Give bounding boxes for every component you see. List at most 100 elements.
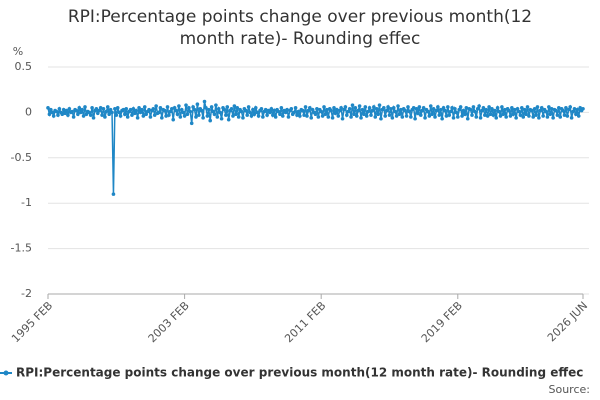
- point: [366, 109, 370, 114]
- point: [280, 114, 285, 118]
- point: [451, 116, 456, 120]
- point: [440, 116, 444, 121]
- point: [192, 107, 197, 112]
- point: [538, 108, 543, 113]
- point: [525, 105, 530, 109]
- point: [471, 105, 476, 109]
- point: [225, 105, 230, 109]
- point: [305, 114, 309, 118]
- x-tick-label: 2003 FEB: [146, 299, 192, 345]
- point: [478, 116, 483, 120]
- point: [91, 116, 96, 120]
- point: [261, 115, 265, 119]
- point: [239, 109, 244, 114]
- point: [98, 106, 103, 110]
- point: [367, 106, 372, 110]
- point: [495, 106, 500, 110]
- point: [376, 112, 380, 117]
- point: [63, 111, 67, 116]
- point: [152, 113, 157, 117]
- point: [362, 112, 366, 117]
- point: [104, 109, 109, 114]
- point: [465, 116, 470, 121]
- point: [309, 116, 314, 120]
- point: [555, 113, 560, 117]
- point: [504, 115, 508, 119]
- point: [409, 115, 413, 119]
- point: [87, 110, 92, 115]
- point: [199, 108, 204, 113]
- point: [107, 112, 111, 117]
- y-tick-label: -1: [21, 196, 32, 209]
- point: [512, 107, 517, 112]
- point: [508, 114, 513, 118]
- point: [333, 111, 338, 116]
- point: [349, 115, 353, 119]
- point: [548, 112, 553, 117]
- x-tick-label: 2019 FEB: [419, 299, 465, 345]
- point: [78, 110, 83, 115]
- point: [330, 116, 335, 120]
- point: [283, 110, 288, 115]
- point: [397, 112, 402, 117]
- y-axis-label: %: [13, 45, 23, 58]
- point: [111, 192, 116, 196]
- point: [124, 106, 129, 111]
- point: [289, 106, 294, 111]
- point: [108, 107, 113, 112]
- point: [319, 109, 323, 114]
- point: [57, 106, 62, 111]
- point: [423, 116, 427, 120]
- point: [377, 103, 382, 107]
- point: [243, 108, 248, 113]
- point: [353, 106, 358, 110]
- point: [521, 115, 526, 119]
- point: [211, 109, 215, 114]
- point: [438, 107, 443, 112]
- point: [130, 113, 134, 117]
- point: [83, 105, 87, 109]
- point: [125, 115, 130, 119]
- point: [490, 106, 494, 111]
- point: [189, 121, 194, 126]
- point: [386, 105, 390, 109]
- point: [295, 113, 299, 117]
- point: [507, 108, 511, 113]
- point: [481, 106, 486, 110]
- point: [514, 116, 518, 120]
- point: [246, 105, 251, 109]
- point: [347, 106, 352, 111]
- point: [390, 116, 395, 120]
- point: [181, 110, 185, 115]
- point: [71, 115, 76, 119]
- point: [433, 115, 437, 119]
- point: [197, 113, 201, 117]
- point: [498, 114, 503, 118]
- point: [335, 107, 339, 112]
- point: [549, 106, 554, 111]
- point: [60, 112, 65, 117]
- point: [88, 113, 93, 117]
- point: [326, 115, 331, 119]
- point: [434, 108, 439, 113]
- x-tick-label: 2011 FEB: [282, 299, 328, 345]
- point: [272, 108, 277, 113]
- point: [90, 106, 94, 110]
- point: [510, 106, 514, 110]
- point: [268, 110, 272, 115]
- point: [428, 104, 433, 108]
- point: [123, 112, 127, 117]
- point: [231, 114, 235, 118]
- point: [394, 114, 399, 118]
- point: [188, 109, 193, 114]
- point: [483, 113, 487, 117]
- point: [487, 105, 491, 109]
- point: [134, 108, 139, 113]
- point: [167, 113, 171, 117]
- point: [437, 113, 442, 117]
- point: [147, 107, 151, 112]
- point: [421, 106, 426, 110]
- point: [484, 107, 489, 112]
- point: [157, 110, 161, 115]
